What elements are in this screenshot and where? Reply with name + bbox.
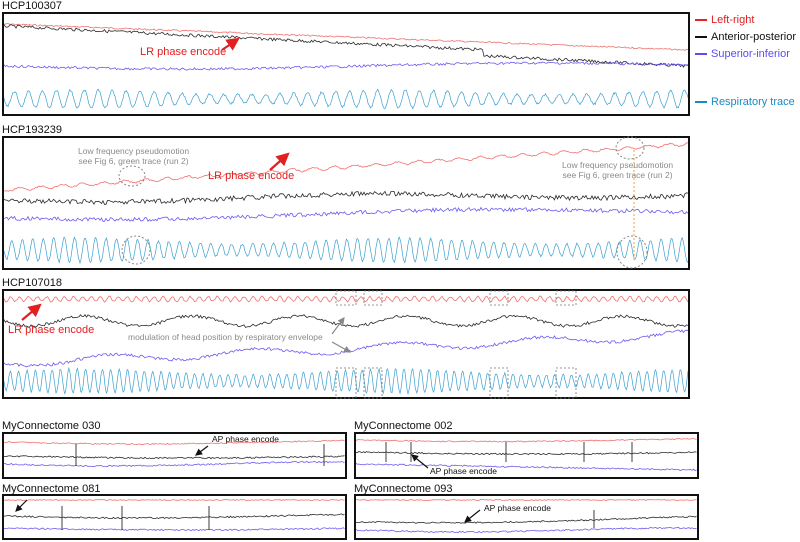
trace-superior-inferior [4,460,345,468]
trace-anterior-posterior [4,513,345,520]
pseudomotion-note-right-line1: Low frequency pseudomotion [562,160,674,170]
trace-plot-mc093 [356,499,697,534]
trace-plot-hcp107018 [4,295,688,396]
pseudomotion-note-left: Low frequency pseudomotion see Fig 6, gr… [78,146,189,166]
trace-plot-mc002 [356,437,697,472]
trace-plot-mc081 [4,499,345,532]
trace-respiratory [4,236,688,265]
trace-superior-inferior [4,61,688,71]
legend-swatch-anterior-posterior [695,36,707,38]
panel-hcp100307 [2,12,690,116]
panel-title-hcp100307: HCP100307 [2,0,62,12]
modulation-note: modulation of head position by respirato… [128,332,323,342]
panel-title-hcp107018: HCP107018 [2,277,62,289]
trace-plot-mc030 [4,439,345,468]
trace-plot-hcp193239 [4,142,688,265]
pseudomotion-note-left-line2: see Fig 6, green trace (run 2) [78,156,189,166]
trace-anterior-posterior [4,314,688,328]
panel-title-mc002: MyConnectome 002 [354,420,453,432]
pseudomotion-note-right-line2: see Fig 6, green trace (run 2) [562,170,673,180]
legend-swatch-respiratory [695,101,707,103]
trace-left-right [356,499,697,501]
panel-hcp107018 [2,289,690,399]
trace-anterior-posterior [4,455,345,460]
trace-left-right [4,142,688,192]
panel-mc002 [354,432,699,479]
legend-item-superior-inferior: Superior-inferior [695,48,790,60]
trace-left-right [4,295,688,303]
panel-hcp193239 [2,136,690,270]
panel-title-mc093: MyConnectome 093 [354,483,453,495]
panel-title-mc030: MyConnectome 030 [2,420,101,432]
trace-left-right [4,499,345,501]
legend-swatch-superior-inferior [695,53,707,55]
panel-mc030 [2,432,347,479]
legend-swatch-left-right [695,19,707,21]
lr-label-hcp107018: LR phase encode [8,324,95,336]
legend-label-superior-inferior: Superior-inferior [711,48,790,60]
pseudomotion-note-left-line1: Low frequency pseudomotion [78,146,190,156]
trace-superior-inferior [356,463,697,472]
legend-item-left-right: Left-right [695,14,754,26]
lr-label-hcp193239: LR phase encode [208,170,295,182]
ap-label-mc030: AP phase encode [212,434,279,444]
lr-label-hcp100307: LR phase encode [140,46,227,58]
trace-plot-hcp100307 [4,23,688,110]
trace-anterior-posterior [356,515,697,524]
trace-superior-inferior [4,527,345,532]
trace-superior-inferior [4,329,688,368]
legend-label-left-right: Left-right [711,14,755,26]
trace-anterior-posterior [356,450,697,456]
panel-mc093 [354,494,699,540]
trace-respiratory [4,366,688,396]
trace-left-right [4,23,688,51]
trace-respiratory [4,88,688,110]
legend-label-anterior-posterior: Anterior-posterior [711,31,796,43]
panel-title-hcp193239: HCP193239 [2,124,62,136]
legend-item-anterior-posterior: Anterior-posterior [695,31,796,43]
ap-label-mc093: AP phase encode [484,503,551,513]
trace-superior-inferior [4,206,688,223]
panel-mc081 [2,494,347,540]
trace-superior-inferior [356,526,697,534]
legend-label-respiratory: Respiratory trace [711,96,795,108]
ap-label-mc002: AP phase encode [430,466,497,476]
pseudomotion-note-right: Low frequency pseudomotion see Fig 6, gr… [562,160,673,180]
trace-left-right [4,439,345,445]
trace-left-right [356,437,697,443]
legend-item-respiratory: Respiratory trace [695,96,795,108]
trace-anterior-posterior [4,190,688,205]
panel-title-mc081: MyConnectome 081 [2,483,101,495]
trace-anterior-posterior [4,24,688,68]
